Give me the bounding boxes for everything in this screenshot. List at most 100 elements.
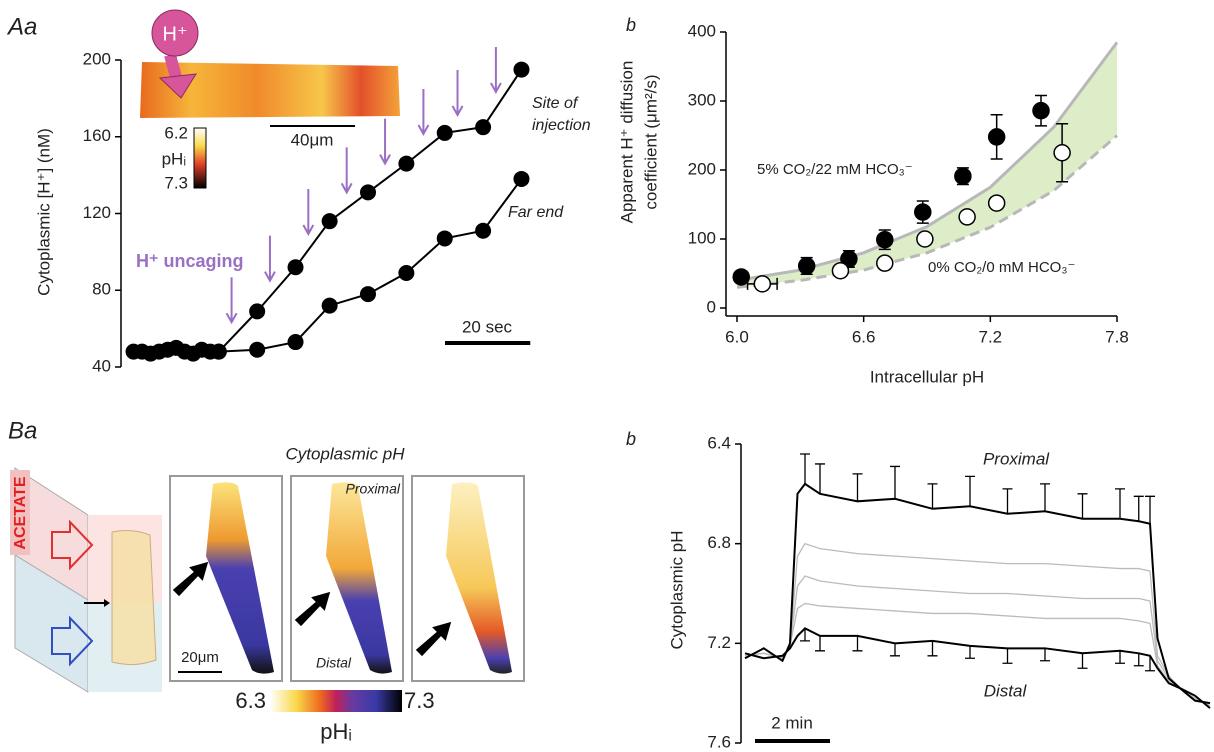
interface-arrow: [294, 591, 331, 627]
x-tick-label: 7.8: [1105, 327, 1129, 346]
panel-label: b: [626, 15, 636, 35]
series-label: 0% CO₂/0 mM HCO₃⁻: [928, 259, 1075, 276]
cell: [111, 530, 157, 666]
error-bar: [800, 453, 810, 484]
panel-label: Ba: [8, 417, 37, 444]
image-frame: [290, 475, 404, 682]
colorbar-title: pHᵢ: [320, 719, 352, 744]
colorbar: [270, 690, 402, 712]
error-bar: [1002, 648, 1013, 664]
data-point: [876, 254, 894, 272]
x-tick-label: 6.0: [725, 327, 749, 346]
error-bar: [852, 635, 863, 652]
data-point: [287, 334, 304, 351]
series-label: 5% CO₂/22 mM HCO₃⁻: [757, 161, 913, 178]
event-arrow: [340, 147, 353, 195]
error-bar: [890, 643, 900, 657]
region-label: Proximal: [346, 481, 401, 497]
series-line: [744, 575, 1211, 707]
scale-label: 2 min: [771, 713, 813, 732]
y-tick-label: 7.2: [707, 633, 731, 652]
data-point: [475, 119, 492, 136]
scale-label: 40μm: [291, 130, 334, 149]
series-label: Proximal: [983, 449, 1050, 468]
data-point: [958, 208, 976, 226]
y-tick-label: 120: [83, 203, 111, 222]
y-tick-label: 200: [688, 159, 716, 178]
data-point: [840, 250, 858, 268]
interface-arrow: [415, 621, 452, 657]
error-bar: [965, 645, 975, 659]
event-arrow: [264, 235, 276, 283]
y-axis-title: Apparent H⁺ diffusion: [617, 61, 636, 224]
y-tick-label: 400: [688, 21, 716, 40]
image-frame: [411, 475, 525, 682]
data-point: [360, 184, 376, 201]
data-point: [398, 155, 415, 172]
image-title: Cytoplasmic pH: [285, 444, 405, 463]
y-axis-title: Cytoplasmic [H⁺] (nM): [34, 128, 53, 296]
acetate-arrow: [51, 519, 94, 571]
control-arrow: [51, 615, 94, 667]
data-point: [831, 261, 850, 280]
error-bar: [890, 465, 900, 499]
cell-image: [446, 482, 512, 674]
series-label: Site of injection: [532, 95, 591, 134]
colorbar-label: 7.3: [404, 688, 435, 713]
pipette-label: H⁺: [163, 23, 188, 45]
series-line: [744, 602, 1211, 707]
y-tick-label: 6.4: [707, 433, 731, 452]
cell-image: [206, 482, 274, 674]
y-axis-title: coefficient (μm²/s): [641, 74, 660, 209]
y-tick-label: 0: [707, 297, 716, 316]
data-point: [916, 230, 934, 248]
error-bar: [1040, 483, 1050, 512]
series-line: [744, 627, 1211, 705]
interface-arrow-head: [104, 599, 110, 607]
y-tick-label: 100: [688, 228, 716, 247]
panel-label: Aa: [6, 13, 37, 40]
x-tick-label: 6.6: [852, 327, 876, 346]
data-point: [1032, 101, 1050, 120]
x-tick-label: 7.2: [979, 327, 1003, 346]
data-point: [987, 194, 1006, 212]
data-point: [249, 341, 266, 358]
data-point: [513, 61, 530, 78]
data-point: [987, 128, 1006, 146]
error-bar: [1040, 648, 1050, 662]
error-bar: [852, 473, 863, 502]
cell-image: [140, 62, 400, 118]
data-point: [954, 167, 972, 185]
error-bar: [1002, 488, 1013, 514]
event-arrow: [225, 277, 238, 325]
error-bar: [815, 635, 825, 652]
event-arrow: [302, 188, 315, 237]
data-point: [398, 264, 415, 281]
data-point: [732, 268, 750, 286]
data-point: [321, 297, 338, 314]
scale-label: 20μm: [181, 649, 219, 666]
y-tick-label: 7.6: [707, 732, 731, 751]
data-point: [210, 343, 227, 360]
scale-label: 20 sec: [462, 317, 513, 336]
error-bar: [1133, 495, 1144, 522]
event-arrow: [379, 118, 391, 166]
acetate-label: ACETATE: [12, 476, 29, 550]
colorbar-label: 6.3: [235, 688, 266, 713]
event-arrow: [490, 46, 502, 95]
error-bar: [965, 475, 975, 507]
image-frame: [169, 475, 283, 682]
series-line: [744, 482, 1211, 709]
data-point: [360, 286, 376, 303]
panel-label: b: [626, 429, 636, 449]
error-bar: [800, 628, 810, 642]
data-point: [1053, 144, 1071, 162]
error-bar: [1115, 488, 1125, 519]
error-bar: [1077, 653, 1088, 669]
error-bar: [1077, 493, 1088, 519]
y-tick-label: 40: [92, 356, 111, 375]
colorbar: [193, 127, 207, 189]
series-line: [744, 542, 1211, 707]
